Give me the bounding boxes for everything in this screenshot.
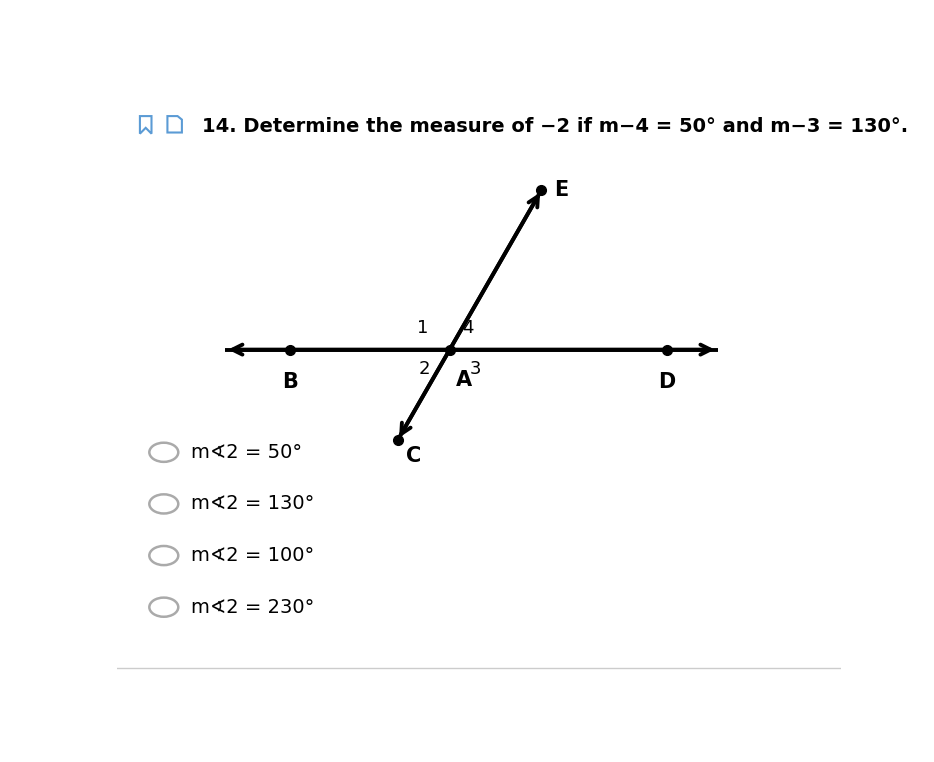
Text: D: D bbox=[658, 372, 675, 392]
Text: 1: 1 bbox=[417, 319, 428, 337]
Text: 4: 4 bbox=[462, 319, 474, 337]
Text: A: A bbox=[456, 370, 472, 390]
Text: 2: 2 bbox=[418, 360, 431, 378]
Text: 14. Determine the measure of −2 if m−4 = 50° and m−3 = 130°.: 14. Determine the measure of −2 if m−4 =… bbox=[202, 117, 908, 136]
Text: m∢2 = 100°: m∢2 = 100° bbox=[191, 546, 315, 565]
Text: E: E bbox=[555, 180, 569, 200]
Text: m∢2 = 230°: m∢2 = 230° bbox=[191, 597, 315, 616]
Text: B: B bbox=[283, 372, 298, 392]
Text: C: C bbox=[406, 446, 421, 466]
Text: m∢2 = 50°: m∢2 = 50° bbox=[191, 443, 303, 462]
Text: m∢2 = 130°: m∢2 = 130° bbox=[191, 495, 315, 514]
Text: 3: 3 bbox=[469, 360, 481, 378]
